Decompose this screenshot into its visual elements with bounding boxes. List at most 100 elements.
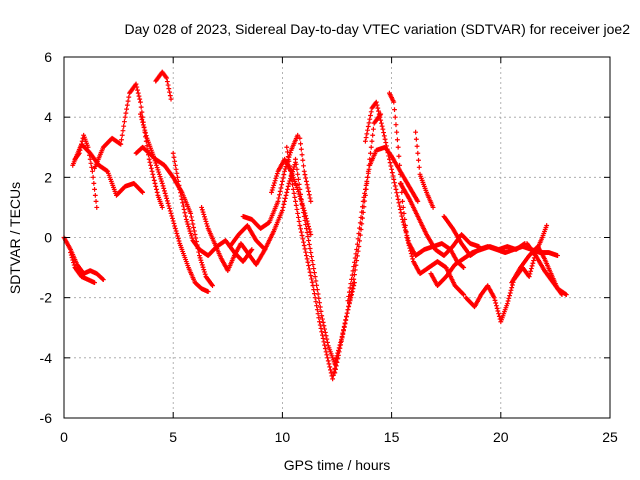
- data-point: [333, 366, 338, 372]
- data-point: [313, 299, 319, 305]
- data-point: [401, 211, 407, 216]
- data-point: [285, 149, 290, 155]
- data-point: [310, 262, 316, 267]
- data-point: [395, 193, 400, 199]
- data-point: [302, 218, 308, 223]
- data-point: [356, 231, 362, 236]
- data-point: [159, 205, 165, 210]
- data-point: [274, 173, 279, 179]
- data-point: [307, 246, 313, 251]
- data-point: [297, 186, 303, 192]
- data-point: [322, 342, 328, 348]
- data-point: [178, 190, 183, 196]
- data-point: [154, 162, 159, 168]
- data-point: [285, 183, 291, 189]
- x-axis-title: GPS time / hours: [284, 457, 391, 473]
- data-point: [119, 137, 124, 143]
- data-point: [199, 262, 205, 268]
- chart-title: Day 028 of 2023, Sidereal Day-to-day VTE…: [124, 21, 630, 37]
- data-point: [171, 221, 177, 226]
- data-point: [201, 267, 207, 272]
- data-point: [172, 158, 178, 164]
- data-point: [180, 200, 186, 206]
- data-point: [307, 195, 313, 201]
- data-point: [285, 154, 291, 160]
- data-point: [71, 260, 76, 265]
- data-point: [324, 336, 330, 342]
- data-point: [273, 175, 279, 181]
- data-point: [397, 162, 403, 168]
- data-point: [138, 99, 143, 105]
- data-point: [293, 199, 298, 204]
- data-point: [154, 186, 159, 192]
- data-point: [119, 132, 125, 138]
- data-point: [291, 164, 297, 170]
- data-point: [317, 322, 323, 328]
- data-point: [164, 198, 170, 204]
- data-point: [180, 203, 186, 209]
- data-point: [338, 338, 344, 344]
- data-point: [199, 260, 204, 265]
- data-point: [210, 283, 215, 289]
- data-point: [140, 189, 146, 195]
- data-point: [168, 96, 174, 102]
- data-point: [527, 271, 533, 277]
- data-point: [203, 219, 209, 224]
- data-point: [529, 263, 535, 269]
- data-point: [408, 251, 414, 256]
- data-point: [93, 199, 99, 204]
- data-point: [307, 269, 313, 275]
- data-point: [166, 203, 172, 209]
- data-point: [378, 117, 384, 123]
- data-point: [368, 144, 374, 150]
- data-point: [402, 217, 408, 222]
- data-point: [296, 219, 302, 224]
- data-point: [126, 94, 132, 100]
- data-point: [162, 188, 167, 194]
- data-point: [298, 196, 303, 202]
- data-point: [325, 358, 331, 364]
- data-point: [90, 174, 96, 180]
- data-point: [526, 274, 532, 280]
- data-point: [413, 129, 419, 135]
- data-point: [318, 326, 324, 331]
- data-point: [172, 162, 178, 168]
- data-point: [396, 153, 402, 159]
- data-point: [200, 209, 206, 215]
- data-point: [299, 202, 305, 207]
- data-point: [89, 164, 95, 170]
- data-point: [69, 255, 75, 260]
- data-point: [365, 127, 370, 133]
- data-point: [413, 136, 419, 142]
- data-point: [199, 207, 205, 213]
- data-point: [177, 186, 183, 192]
- data-point: [309, 254, 314, 259]
- data-point: [494, 305, 500, 311]
- data-point: [281, 172, 287, 178]
- data-point: [318, 308, 324, 314]
- data-point: [158, 176, 164, 182]
- data-point: [301, 239, 306, 245]
- data-point: [322, 330, 328, 335]
- data-point: [397, 171, 403, 177]
- data-point: [185, 221, 191, 227]
- data-point: [563, 292, 569, 298]
- data-point: [395, 137, 400, 143]
- data-point: [296, 215, 301, 220]
- data-point: [368, 113, 373, 118]
- data-point: [87, 156, 93, 162]
- data-point: [403, 223, 408, 228]
- data-point: [365, 170, 371, 176]
- data-point: [349, 276, 354, 282]
- data-point: [176, 182, 182, 188]
- data-point: [381, 130, 386, 135]
- data-point: [353, 251, 359, 257]
- data-point: [153, 183, 159, 189]
- data-point: [188, 231, 194, 236]
- data-point: [544, 223, 550, 228]
- data-point: [137, 96, 143, 102]
- data-point: [275, 199, 281, 204]
- data-point: [139, 189, 145, 195]
- data-point: [346, 303, 352, 309]
